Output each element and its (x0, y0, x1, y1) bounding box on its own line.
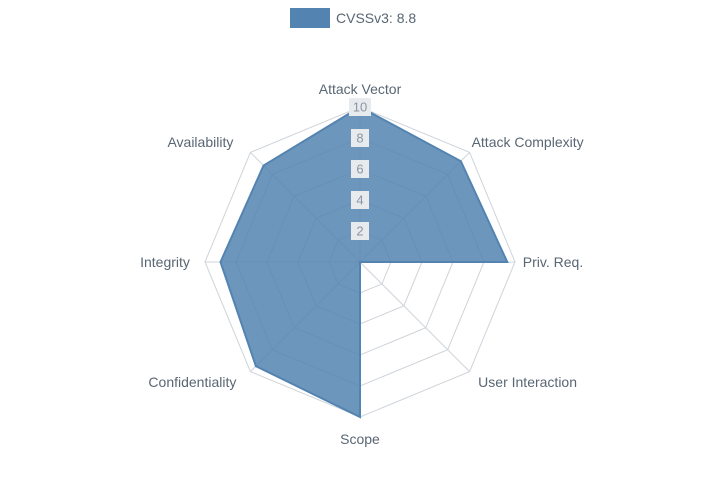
legend: CVSSv3: 8.8 (290, 8, 416, 28)
cvss-radar-chart: 2 4 6 8 10 CVSSv3: 8.8 Attack Vector Attack C… (0, 0, 720, 504)
axis-label: Availability (167, 134, 233, 150)
axis-label: Integrity (140, 254, 190, 270)
axis-label: Confidentiality (148, 374, 236, 390)
radar-svg: 2 4 6 8 10 (0, 0, 720, 504)
svg-text:6: 6 (356, 161, 363, 176)
svg-text:4: 4 (356, 192, 363, 207)
axis-label: Scope (340, 431, 380, 447)
svg-text:8: 8 (356, 130, 363, 145)
legend-label: CVSSv3: 8.8 (336, 10, 416, 26)
axis-label: User Interaction (478, 374, 577, 390)
axis-label: Attack Vector (319, 81, 401, 97)
svg-text:2: 2 (356, 223, 363, 238)
axis-label: Priv. Req. (523, 254, 583, 270)
axis-label: Attack Complexity (472, 134, 584, 150)
svg-text:10: 10 (353, 99, 367, 114)
legend-swatch (290, 8, 330, 28)
